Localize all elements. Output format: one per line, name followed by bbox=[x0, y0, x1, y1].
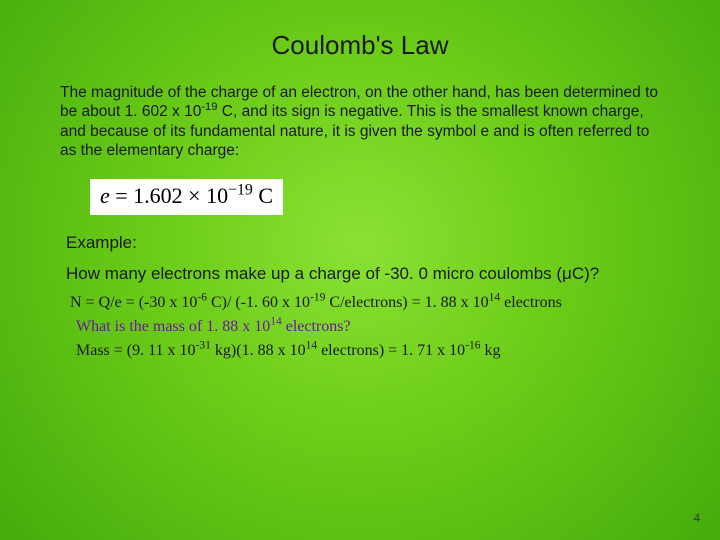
calc-line-2: What is the mass of 1. 88 x 1014 electro… bbox=[76, 318, 660, 336]
slide: Coulomb's Law The magnitude of the charg… bbox=[0, 0, 720, 540]
calc-line-3: Mass = (9. 11 x 10-31 kg)(1. 88 x 1014 e… bbox=[76, 342, 660, 360]
example-question: How many electrons make up a charge of -… bbox=[66, 263, 660, 284]
page-number: 4 bbox=[694, 510, 701, 526]
example-label: Example: bbox=[66, 233, 660, 253]
formula-elementary-charge: e = 1.602 × 10−19 C bbox=[90, 179, 283, 215]
body-paragraph: The magnitude of the charge of an electr… bbox=[60, 83, 660, 161]
slide-title: Coulomb's Law bbox=[60, 30, 660, 61]
calc-line-1: N = Q/e = (-30 x 10-6 C)/ (-1. 60 x 10-1… bbox=[70, 294, 660, 312]
